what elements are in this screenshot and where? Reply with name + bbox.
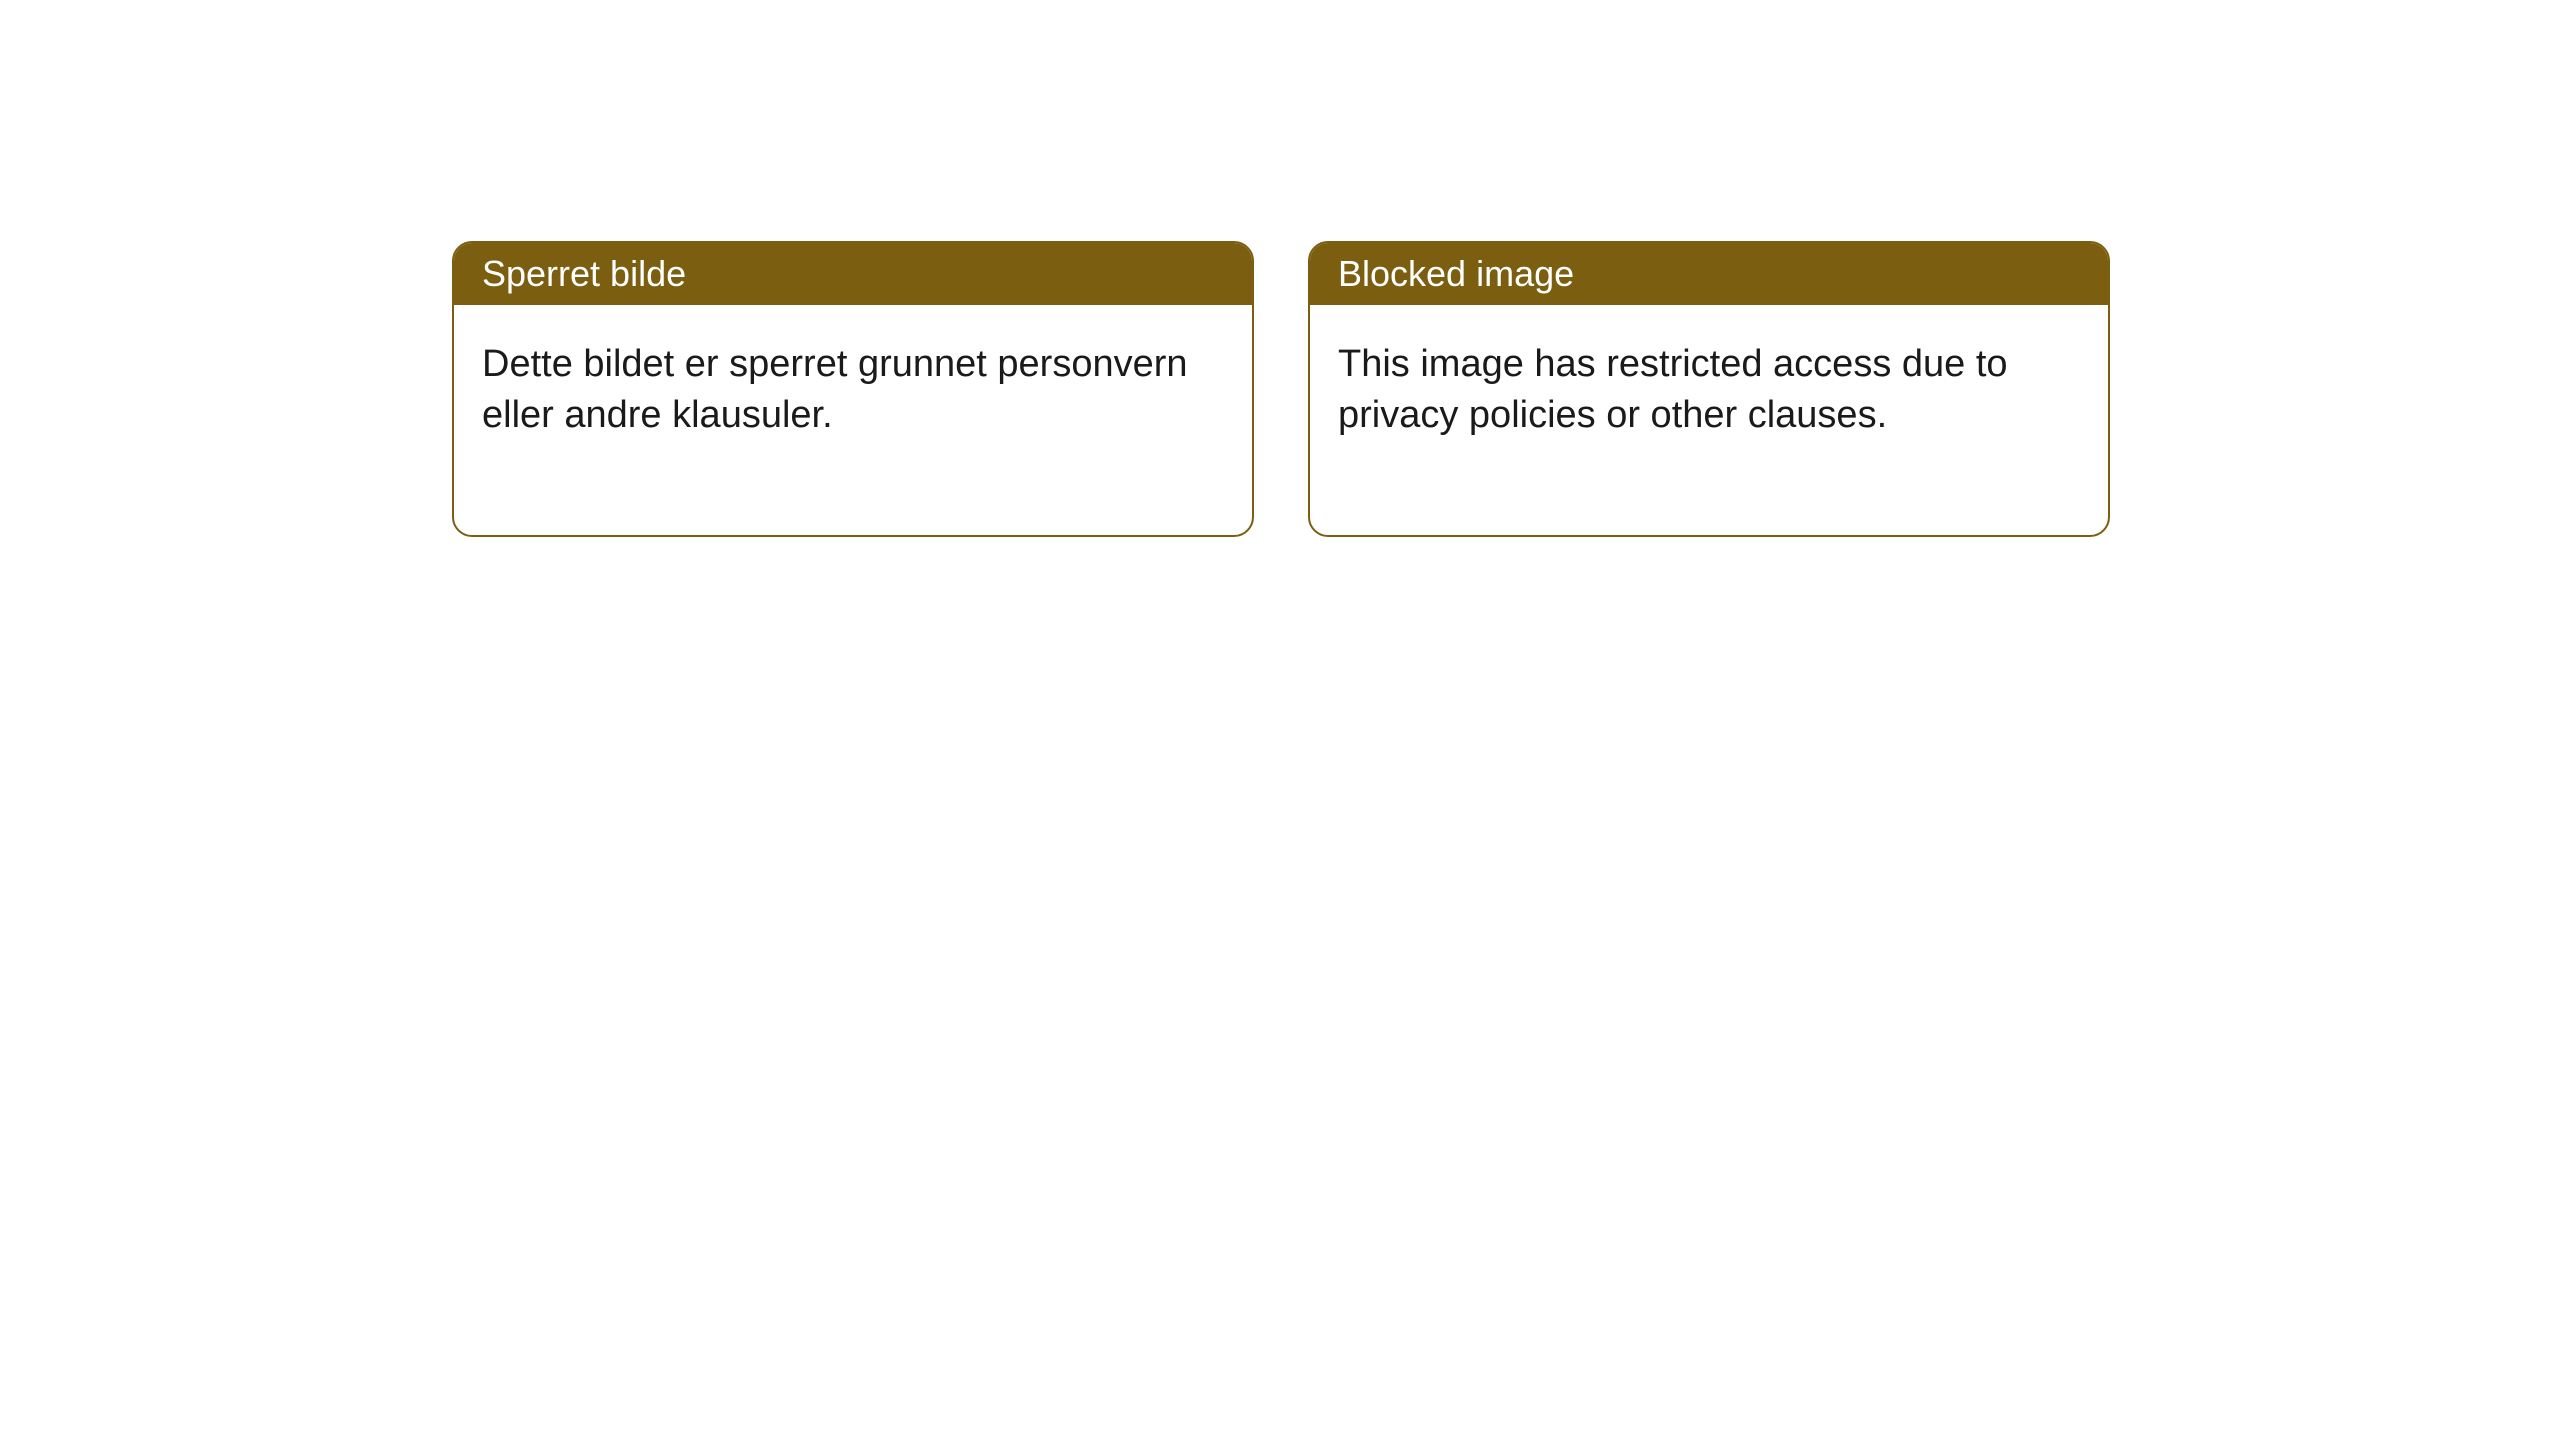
notice-card-english: Blocked image This image has restricted … xyxy=(1308,241,2110,537)
notice-title: Blocked image xyxy=(1338,253,1574,294)
notice-body-text: Dette bildet er sperret grunnet personve… xyxy=(482,343,1188,436)
notice-card-norwegian: Sperret bilde Dette bildet er sperret gr… xyxy=(452,241,1254,537)
notice-body: This image has restricted access due to … xyxy=(1310,305,2108,535)
notice-container: Sperret bilde Dette bildet er sperret gr… xyxy=(0,0,2560,537)
notice-header: Blocked image xyxy=(1310,243,2108,305)
notice-title: Sperret bilde xyxy=(482,253,686,294)
notice-header: Sperret bilde xyxy=(454,243,1252,305)
notice-body: Dette bildet er sperret grunnet personve… xyxy=(454,305,1252,535)
notice-body-text: This image has restricted access due to … xyxy=(1338,343,2008,436)
